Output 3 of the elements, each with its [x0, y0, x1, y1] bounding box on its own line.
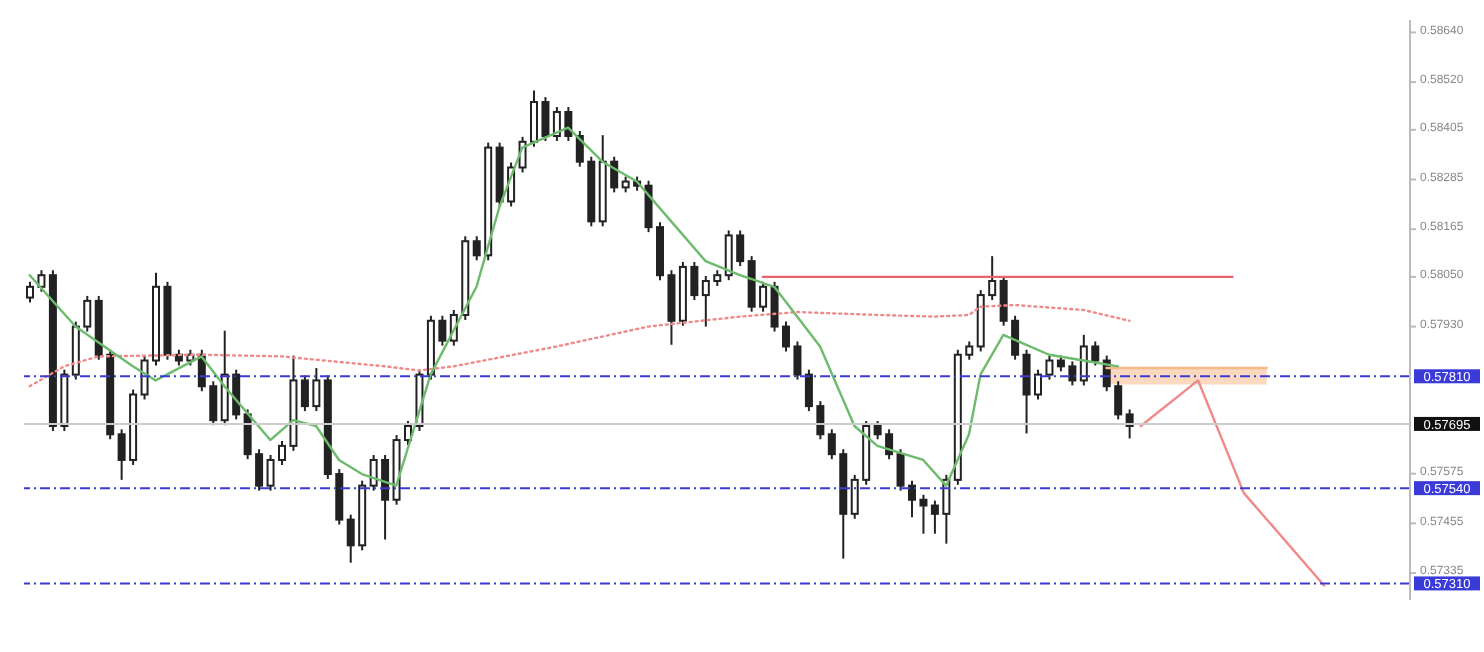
candlestick [1125, 408, 1134, 440]
line-series [1139, 379, 1326, 587]
line-series [28, 303, 1131, 388]
